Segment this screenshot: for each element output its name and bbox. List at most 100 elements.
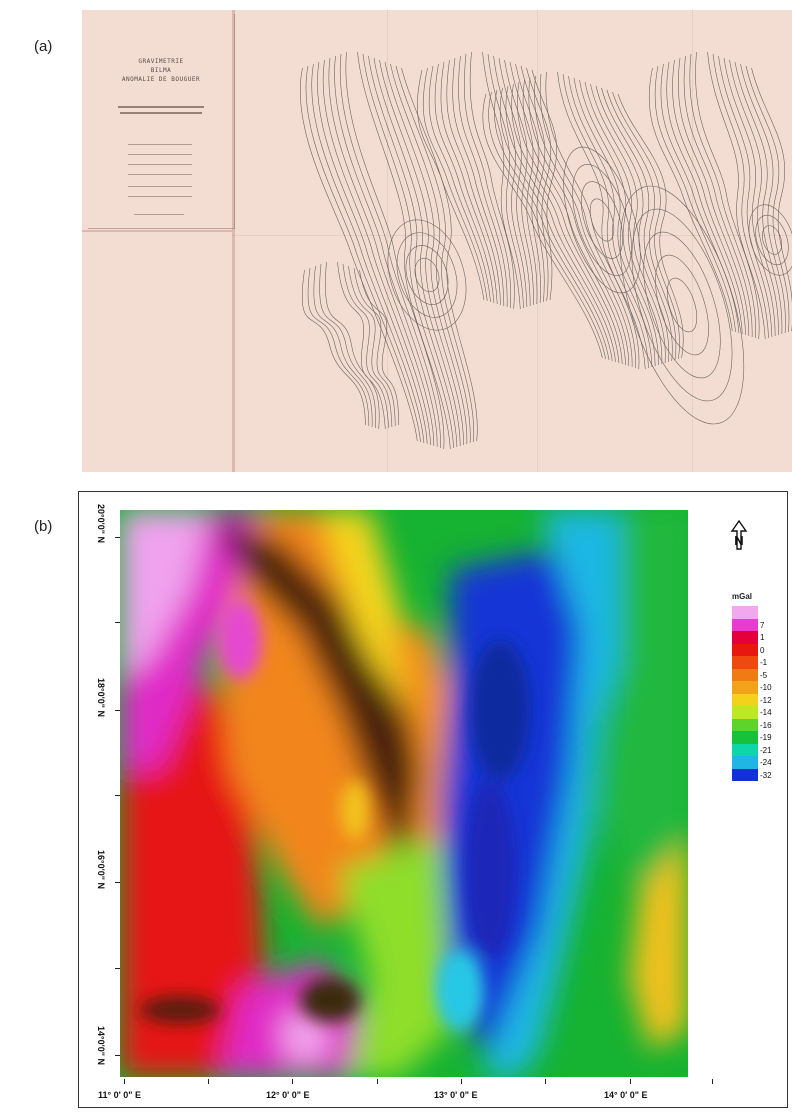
contour-line: [311, 63, 471, 444]
legend-label: -1: [760, 658, 768, 667]
contour-line: [672, 59, 779, 336]
lat-tick: [115, 710, 120, 711]
lat-tick: [115, 882, 120, 883]
scribble-line: [128, 196, 192, 197]
lon-label: 13° 0' 0" E: [434, 1090, 478, 1100]
contour-oval: [581, 181, 623, 259]
contour-oval: [572, 164, 632, 276]
legend-label: -19: [760, 733, 772, 742]
legend-swatch: [732, 681, 758, 694]
contour-oval: [643, 231, 721, 379]
contour-line: [345, 51, 451, 450]
bouguer-anomaly-map: [120, 510, 688, 1077]
lon-tick: [124, 1079, 125, 1084]
panel-a-label: (a): [34, 38, 53, 55]
contour-line: [428, 65, 546, 303]
scribble-line: [120, 112, 202, 114]
legend-swatch: [732, 768, 758, 781]
legend-swatch: [732, 731, 758, 744]
legend-label: -5: [760, 670, 768, 680]
contour-line: [517, 81, 663, 365]
legend-swatch: [732, 606, 758, 619]
scribble-line: [128, 164, 192, 165]
lat-tick: [115, 537, 120, 538]
scribble-line: [118, 106, 204, 108]
contour-line: [334, 55, 458, 448]
map-title-line: ANOMALIE DE BOUGUER: [121, 76, 201, 83]
contour-oval: [414, 257, 440, 293]
contour-line: [305, 65, 475, 443]
contour-oval: [619, 185, 745, 425]
map-title-block: GRAVIMETRIE BILMA ANOMALIE DE BOUGUER: [88, 14, 235, 229]
paper-fold: [537, 10, 538, 472]
legend-label: -10: [760, 683, 772, 692]
contour-line: [452, 57, 531, 307]
contour-line: [339, 53, 454, 449]
contour-oval: [755, 214, 789, 266]
contour-line: [469, 51, 521, 310]
contour-line: [654, 65, 790, 333]
legend-label: -24: [760, 758, 772, 767]
legend-label: -14: [760, 708, 772, 717]
contour-line: [683, 55, 773, 338]
legend-label: -21: [760, 745, 772, 755]
contour-line: [539, 73, 649, 369]
legend-label: -32: [760, 770, 772, 780]
svg-text:N: N: [734, 533, 743, 548]
contour-line: [319, 263, 389, 429]
contour-line: [494, 89, 677, 361]
scribble-line: [134, 214, 184, 215]
contour-line: [446, 59, 534, 306]
lat-tick: [115, 795, 120, 796]
map-title-line: BILMA: [150, 67, 172, 74]
paper-fold: [692, 10, 693, 472]
lat-tick: [115, 622, 120, 623]
legend-swatch: [732, 743, 758, 756]
contour-line: [488, 91, 680, 360]
legend-label: 1: [760, 633, 765, 642]
contour-line: [434, 63, 541, 304]
contour-line: [678, 57, 776, 337]
lon-label: 12° 0' 0" E: [266, 1090, 310, 1100]
lat-label: 14°0'0" N: [96, 1026, 106, 1066]
lon-tick: [208, 1079, 209, 1084]
paper-fold: [232, 10, 235, 472]
contour-line: [307, 267, 396, 427]
contour-oval: [631, 208, 733, 402]
lat-label: 18°0'0" N: [96, 678, 106, 718]
contour-line: [695, 51, 766, 340]
lon-tick: [545, 1079, 546, 1084]
contour-oval: [761, 225, 783, 255]
legend-label: 0: [760, 645, 765, 655]
contour-line: [545, 71, 646, 370]
contour-line: [505, 85, 670, 363]
lat-tick: [115, 1055, 120, 1056]
scribble-line: [128, 174, 192, 175]
contour-oval: [666, 277, 698, 333]
legend-swatch: [732, 706, 758, 719]
paper-fold: [232, 235, 792, 236]
north-arrow-icon: N: [730, 520, 748, 550]
scanned-contour-map: GRAVIMETRIE BILMA ANOMALIE DE BOUGUER: [82, 10, 792, 472]
contour-line: [313, 265, 393, 428]
legend-label: -12: [760, 695, 772, 705]
lon-label: 14° 0' 0" E: [604, 1090, 648, 1100]
lon-tick: [630, 1079, 631, 1084]
scribble-line: [128, 144, 192, 145]
contour-oval: [748, 204, 792, 276]
contour-oval: [589, 198, 615, 242]
contour-line: [482, 93, 684, 359]
contour-oval: [405, 245, 449, 305]
contour-line: [322, 59, 464, 446]
paper-fold: [82, 230, 232, 232]
contour-line: [416, 69, 558, 301]
legend-swatch: [732, 668, 758, 681]
legend-swatch: [732, 756, 758, 769]
contour-line: [299, 67, 478, 442]
contour-line: [648, 67, 792, 332]
contour-line: [422, 67, 552, 302]
lat-label: 16°0'0" N: [96, 850, 106, 890]
contour-oval: [387, 219, 467, 331]
contour-line: [666, 61, 783, 335]
contour-line: [328, 57, 461, 447]
